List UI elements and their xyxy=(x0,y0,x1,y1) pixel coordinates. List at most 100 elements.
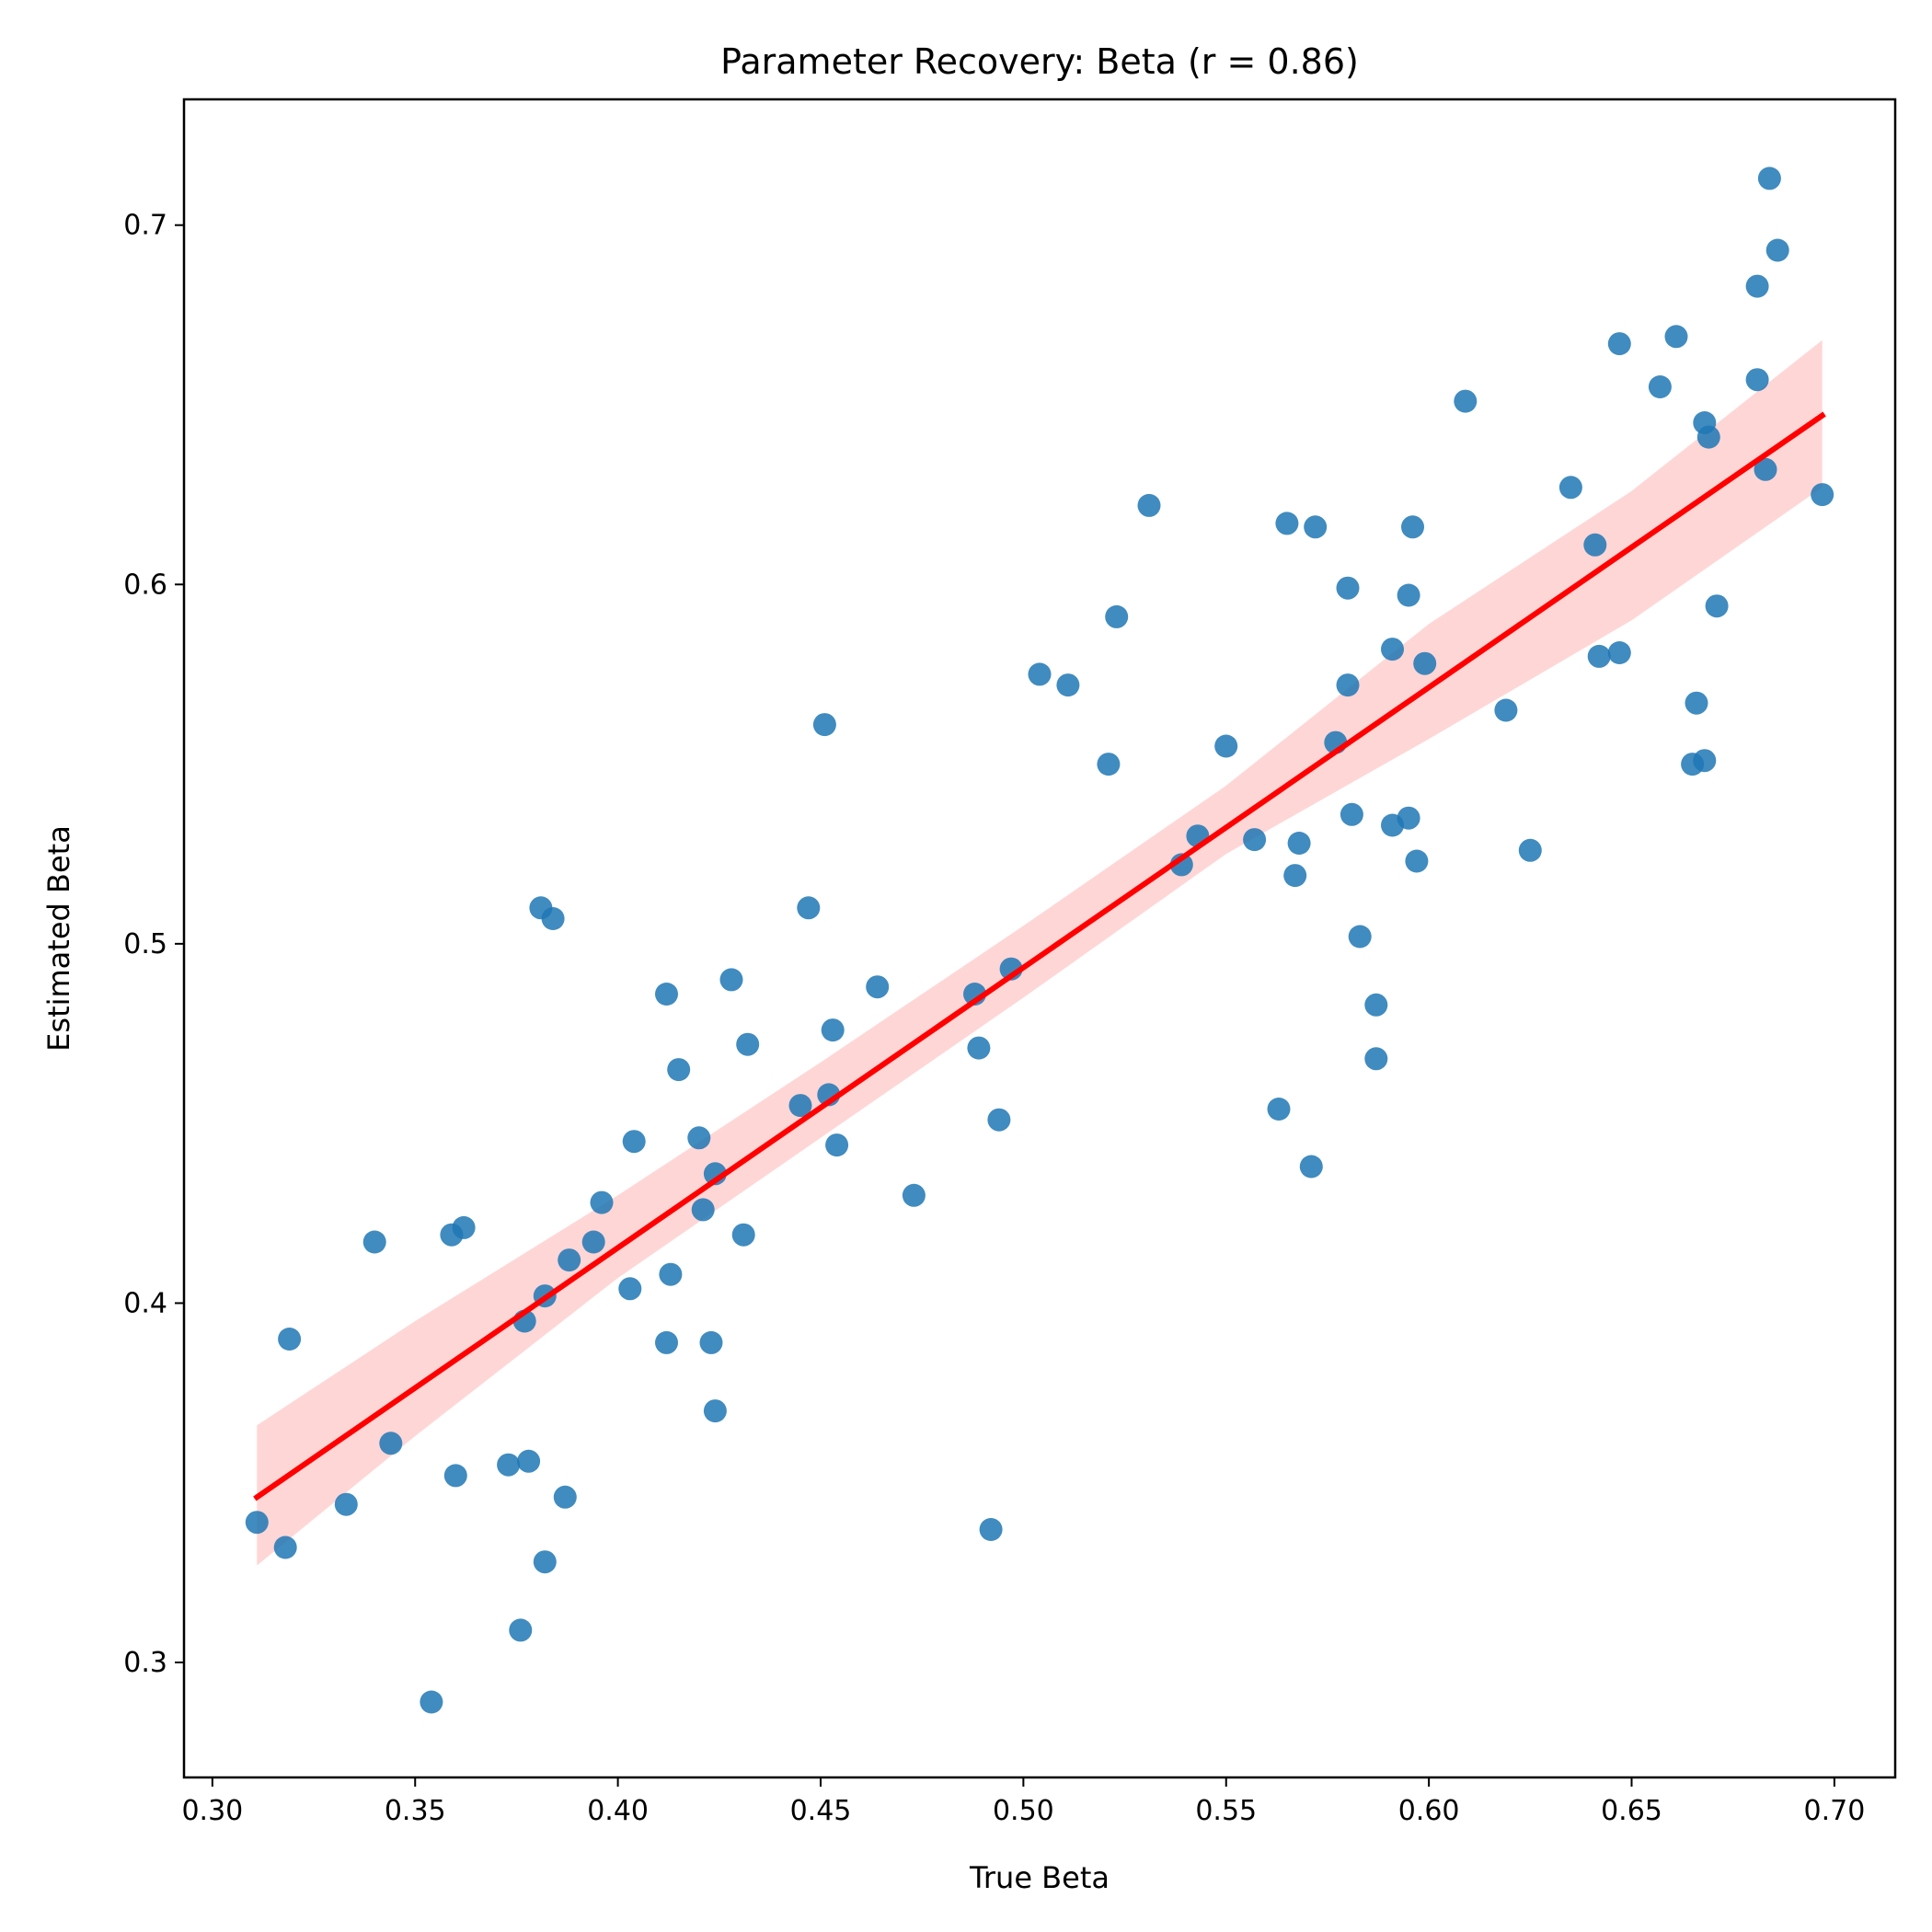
data-point xyxy=(1745,368,1769,392)
data-point xyxy=(517,1449,541,1473)
data-point xyxy=(541,907,565,930)
data-point xyxy=(273,1535,297,1559)
data-point xyxy=(1304,515,1328,539)
data-point xyxy=(622,1130,646,1154)
data-point xyxy=(1705,594,1729,618)
data-point xyxy=(509,1618,533,1642)
data-point xyxy=(667,1058,691,1082)
data-point xyxy=(1685,691,1708,715)
data-point xyxy=(1607,641,1631,664)
data-point xyxy=(1340,802,1363,826)
x-tick-label: 0.55 xyxy=(1195,1795,1257,1827)
data-point xyxy=(703,1399,727,1423)
data-point xyxy=(1243,828,1267,852)
x-tick-label: 0.35 xyxy=(385,1795,446,1827)
data-point xyxy=(553,1485,577,1509)
plot-area xyxy=(245,167,1834,1714)
data-point xyxy=(1664,325,1688,349)
x-tick-label: 0.40 xyxy=(587,1795,649,1827)
data-point xyxy=(1028,662,1052,686)
data-point xyxy=(1105,604,1129,628)
data-point xyxy=(1693,749,1717,773)
data-point xyxy=(278,1328,302,1351)
x-tick-label: 0.50 xyxy=(993,1795,1054,1827)
data-point xyxy=(1648,375,1672,398)
data-point xyxy=(362,1230,386,1254)
data-point xyxy=(1275,512,1299,535)
data-point xyxy=(1283,864,1307,888)
data-point xyxy=(1587,644,1611,668)
data-point xyxy=(618,1277,642,1301)
data-point xyxy=(825,1133,849,1157)
y-tick-label: 0.7 xyxy=(123,210,167,242)
data-point xyxy=(1214,734,1238,758)
data-point xyxy=(902,1183,926,1207)
data-point xyxy=(655,983,678,1006)
y-tick-label: 0.5 xyxy=(123,928,167,960)
data-point xyxy=(821,1018,845,1042)
data-point xyxy=(590,1190,614,1214)
data-point xyxy=(1811,483,1834,507)
data-point xyxy=(1299,1155,1323,1179)
data-point xyxy=(1287,832,1311,855)
data-point xyxy=(1405,849,1429,873)
data-point xyxy=(245,1511,269,1535)
axes-frame xyxy=(182,98,1897,1779)
data-point xyxy=(699,1330,723,1354)
regression-line xyxy=(253,411,1826,1501)
data-point xyxy=(1494,698,1518,722)
data-point xyxy=(987,1108,1011,1132)
data-point xyxy=(1454,389,1478,413)
axes: 0.30 0.35 0.40 0.45 0.50 0.55 0.60 0.65 0.70 0.3 0… xyxy=(123,98,1897,1827)
data-point xyxy=(1397,806,1420,830)
x-tick-label: 0.65 xyxy=(1601,1795,1662,1827)
x-tick-label: 0.60 xyxy=(1398,1795,1460,1827)
data-point xyxy=(1518,838,1542,862)
data-point xyxy=(1413,651,1437,675)
x-tick-label: 0.30 xyxy=(181,1795,243,1827)
chart-title: Parameter Recovery: Beta (r = 0.86) xyxy=(720,41,1359,82)
x-tick-label: 0.70 xyxy=(1803,1795,1865,1827)
data-point xyxy=(736,1032,760,1056)
x-axis-label: True Beta xyxy=(969,1860,1110,1895)
y-tick-label: 0.4 xyxy=(123,1287,167,1319)
data-point xyxy=(788,1094,812,1118)
data-point xyxy=(1558,476,1582,500)
data-point xyxy=(1757,167,1781,190)
data-point xyxy=(1336,576,1360,600)
data-point xyxy=(1364,993,1388,1017)
data-point xyxy=(691,1198,715,1222)
data-point xyxy=(1348,925,1372,949)
data-point xyxy=(1137,493,1161,517)
data-point xyxy=(1607,332,1631,356)
data-point xyxy=(1583,533,1607,557)
y-tick-label: 0.3 xyxy=(123,1647,167,1679)
data-point xyxy=(497,1453,521,1477)
data-point xyxy=(1381,638,1404,661)
data-point xyxy=(533,1550,557,1574)
data-point xyxy=(1056,673,1080,697)
data-point xyxy=(967,1036,991,1060)
data-point xyxy=(1267,1098,1291,1121)
data-point xyxy=(443,1464,467,1488)
data-point xyxy=(452,1215,476,1239)
data-point xyxy=(659,1262,683,1286)
data-point xyxy=(334,1492,358,1516)
data-point xyxy=(1401,515,1424,539)
data-point xyxy=(1397,583,1420,607)
data-point xyxy=(1336,673,1360,697)
data-point xyxy=(812,713,836,737)
data-point xyxy=(1754,457,1777,481)
data-point xyxy=(797,896,821,920)
data-point xyxy=(1765,238,1789,262)
y-axis-label: Estimated Beta xyxy=(41,825,76,1052)
data-point xyxy=(866,975,890,999)
data-point xyxy=(687,1126,711,1150)
data-point xyxy=(420,1690,443,1714)
x-tick-label: 0.45 xyxy=(790,1795,852,1827)
data-point xyxy=(581,1230,605,1254)
data-point xyxy=(719,968,743,992)
data-point xyxy=(655,1330,678,1354)
data-point xyxy=(979,1518,1003,1541)
